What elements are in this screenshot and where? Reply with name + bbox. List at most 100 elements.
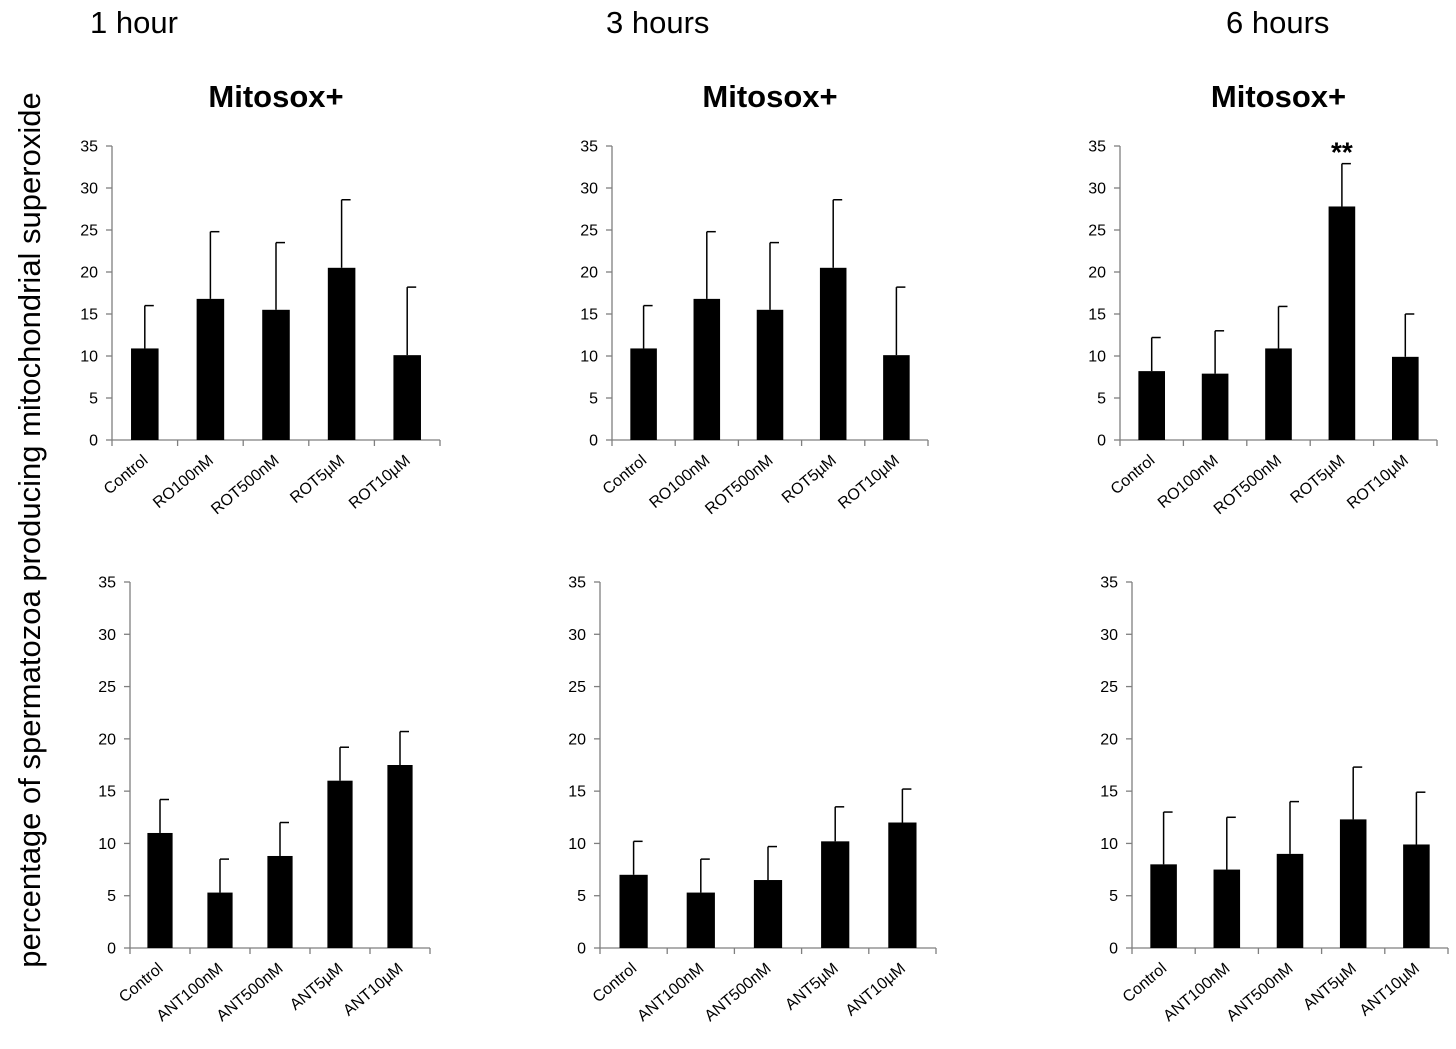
bar xyxy=(1213,869,1241,948)
bar xyxy=(819,267,847,440)
y-tick-label: 35 xyxy=(568,575,586,592)
bar xyxy=(619,874,648,948)
category-label: ANT5µM xyxy=(782,960,842,1014)
bar xyxy=(1276,853,1304,948)
category-label: ROT500nM xyxy=(1211,452,1285,518)
bar xyxy=(1328,206,1356,440)
bar xyxy=(686,892,715,948)
y-tick-label: 20 xyxy=(1100,731,1118,748)
column-label-3h: 3 hours xyxy=(606,5,709,40)
category-label: RO100nM xyxy=(1155,452,1222,512)
category-label: ANT10µM xyxy=(1357,960,1423,1020)
y-tick-label: 10 xyxy=(1100,836,1118,853)
bar xyxy=(888,822,917,948)
bar xyxy=(327,267,356,440)
bar xyxy=(196,298,225,440)
y-tick-label: 5 xyxy=(577,888,586,905)
y-tick-label: 20 xyxy=(580,265,598,282)
category-label: RO100nM xyxy=(150,452,217,512)
y-tick-label: 0 xyxy=(589,433,598,450)
y-tick-label: 25 xyxy=(80,223,98,240)
category-label: ROT10µM xyxy=(1344,452,1412,513)
category-label: ANT10µM xyxy=(843,960,909,1020)
bar xyxy=(693,298,721,440)
significance-marker: ** xyxy=(1331,137,1353,168)
y-tick-label: 15 xyxy=(80,307,98,324)
y-tick-label: 0 xyxy=(107,941,116,958)
category-label: ROT10µM xyxy=(835,452,903,513)
category-label: Control xyxy=(101,452,151,498)
bar xyxy=(1339,819,1367,948)
y-tick-label: 30 xyxy=(80,181,98,198)
y-tick-label: 15 xyxy=(1088,307,1106,324)
y-axis-label: percentage of spermatozoa producing mito… xyxy=(12,92,47,967)
category-label: RO100nM xyxy=(647,452,714,512)
y-tick-label: 30 xyxy=(1100,627,1118,644)
y-tick-label: 20 xyxy=(1088,265,1106,282)
y-tick-label: 10 xyxy=(98,836,116,853)
bar xyxy=(1138,371,1166,440)
category-label: Control xyxy=(116,960,166,1006)
category-label: ROT5µM xyxy=(779,452,840,507)
category-label: Control xyxy=(1120,960,1170,1006)
bar xyxy=(393,355,421,440)
y-tick-label: 10 xyxy=(1088,349,1106,366)
y-tick-label: 5 xyxy=(1097,391,1106,408)
category-label: ANT100nM xyxy=(1160,960,1233,1025)
category-label: Control xyxy=(600,452,650,498)
y-tick-label: 5 xyxy=(1109,888,1118,905)
category-label: ANT500nM xyxy=(702,960,775,1025)
category-label: ROT5µM xyxy=(287,452,348,507)
bar xyxy=(387,765,413,948)
category-label: ANT5µM xyxy=(287,960,347,1014)
y-tick-label: 30 xyxy=(98,627,116,644)
y-tick-label: 15 xyxy=(580,307,598,324)
y-tick-label: 35 xyxy=(98,575,116,592)
y-tick-label: 0 xyxy=(1109,941,1118,958)
category-label: Control xyxy=(1108,452,1158,498)
bar xyxy=(1201,373,1229,440)
bar xyxy=(756,309,784,440)
category-label: ROT500nM xyxy=(208,452,282,518)
y-tick-label: 20 xyxy=(98,731,116,748)
y-tick-label: 0 xyxy=(89,433,98,450)
y-tick-label: 5 xyxy=(589,391,598,408)
bar xyxy=(207,892,233,948)
bar xyxy=(131,348,159,440)
chart-title: Mitosox+ xyxy=(208,79,343,114)
category-label: ANT500nM xyxy=(1224,960,1297,1025)
chart-title: Mitosox+ xyxy=(1211,79,1346,114)
y-tick-label: 35 xyxy=(580,139,598,156)
y-tick-label: 5 xyxy=(107,888,116,905)
category-label: ROT5µM xyxy=(1288,452,1349,507)
category-label: ANT100nM xyxy=(634,960,707,1025)
chart-panel-3: Mitosox+05101520253035ControlRO100nMROT5… xyxy=(1088,79,1438,518)
y-tick-label: 0 xyxy=(1097,433,1106,450)
y-tick-label: 20 xyxy=(568,731,586,748)
bar xyxy=(262,309,290,440)
bar xyxy=(1265,348,1292,440)
bar xyxy=(753,880,783,948)
y-tick-label: 15 xyxy=(98,784,116,801)
chart-panel-2: Mitosox+05101520253035ControlRO100nMROT5… xyxy=(580,79,929,518)
y-tick-label: 35 xyxy=(1100,575,1118,592)
bar xyxy=(147,832,173,948)
column-label-6h: 6 hours xyxy=(1226,5,1329,40)
y-tick-label: 0 xyxy=(577,941,586,958)
y-tick-label: 25 xyxy=(580,223,598,240)
y-tick-label: 25 xyxy=(1100,679,1118,696)
column-label-1h: 1 hour xyxy=(90,5,178,40)
y-tick-label: 15 xyxy=(1100,784,1118,801)
category-label: ROT500nM xyxy=(702,452,776,518)
category-label: ROT10µM xyxy=(346,452,414,513)
category-label: ANT10µM xyxy=(340,960,406,1020)
bar xyxy=(1403,844,1430,948)
y-tick-label: 15 xyxy=(568,784,586,801)
y-tick-label: 10 xyxy=(580,349,598,366)
bar xyxy=(821,841,850,948)
bar xyxy=(327,780,353,948)
bar xyxy=(630,348,657,440)
bar xyxy=(883,355,910,440)
